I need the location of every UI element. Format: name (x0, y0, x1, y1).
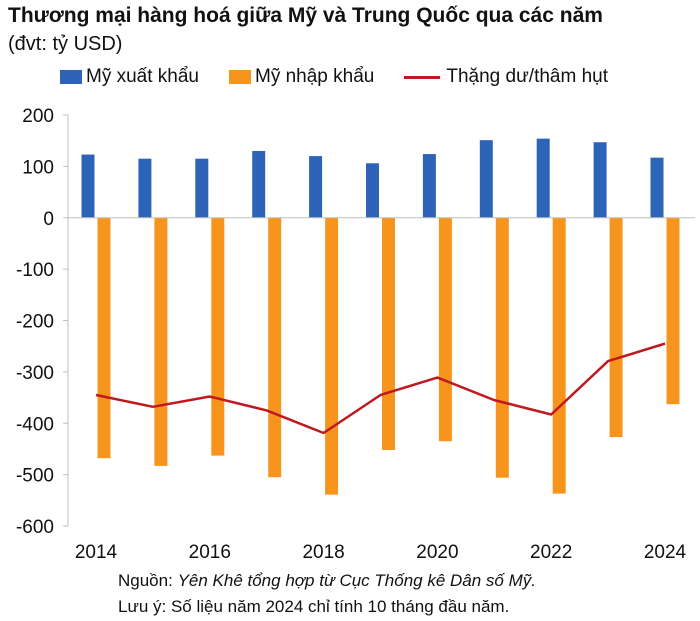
y-tick-label: -200 (16, 312, 54, 333)
bar-export (81, 154, 95, 218)
x-tick-label: 2018 (302, 542, 344, 563)
bar-import (666, 217, 680, 405)
footnote: Lưu ý: Số liệu năm 2024 chỉ tính 10 thán… (118, 597, 510, 616)
source-label: Nguồn: (118, 571, 173, 590)
y-tick-label: -400 (16, 414, 54, 435)
bar-export (366, 163, 379, 218)
bar-export (309, 156, 323, 218)
legend-item-import: Mỹ nhập khẩu (229, 66, 374, 88)
x-tick-label: 2014 (75, 542, 118, 563)
source-note: Nguồn: Yên Khê tổng hợp từ Cục Thống kê … (118, 571, 536, 591)
bar-import (495, 217, 509, 478)
bar-export (195, 158, 209, 218)
x-tick-label: 2024 (644, 542, 687, 563)
x-tick-label: 2016 (189, 542, 231, 563)
bar-import (154, 217, 168, 466)
legend-swatch-export (60, 70, 82, 84)
bar-export (593, 142, 607, 218)
bar-import (325, 217, 339, 495)
chart-title: Thương mại hàng hoá giữa Mỹ và Trung Quố… (8, 4, 603, 27)
balance-line (95, 342, 666, 435)
y-tick-label: 0 (43, 209, 54, 230)
x-tick-label: 2020 (416, 542, 458, 563)
bar-export (650, 157, 664, 218)
legend-item-balance: Thặng dư/thâm hụt (404, 66, 608, 88)
legend: Mỹ xuất khẩu Mỹ nhập khẩu Thặng dư/thâm … (60, 66, 638, 88)
bar-import (97, 217, 111, 459)
chart-subtitle: (đvt: tỷ USD) (8, 33, 123, 55)
legend-item-export: Mỹ xuất khẩu (60, 66, 199, 88)
y-tick-label: 100 (22, 157, 54, 178)
bar-import (382, 217, 395, 450)
bar-import (268, 217, 282, 478)
bar-export (252, 150, 266, 218)
bar-import (552, 217, 566, 494)
bar-export (422, 154, 436, 218)
legend-label-import: Mỹ nhập khẩu (255, 66, 375, 87)
bar-import (438, 217, 452, 442)
bar-import (211, 217, 225, 456)
bar-import (609, 217, 623, 438)
bar-export (536, 138, 550, 218)
y-tick-label: -500 (16, 466, 54, 487)
y-tick-label: -600 (16, 517, 54, 538)
y-tick-label: 200 (22, 106, 54, 127)
legend-swatch-balance (404, 75, 441, 79)
source-text: Yên Khê tổng hợp từ Cục Thống kê Dân số … (177, 571, 536, 590)
legend-label-balance: Thặng dư/thâm hụt (446, 66, 609, 87)
bar-export (138, 158, 152, 218)
bar-export (479, 140, 493, 218)
x-tick-label: 2022 (530, 542, 572, 563)
y-tick-label: -100 (16, 260, 54, 281)
legend-label-export: Mỹ xuất khẩu (86, 66, 199, 87)
y-tick-label: -300 (16, 363, 54, 384)
legend-swatch-import (229, 70, 251, 84)
